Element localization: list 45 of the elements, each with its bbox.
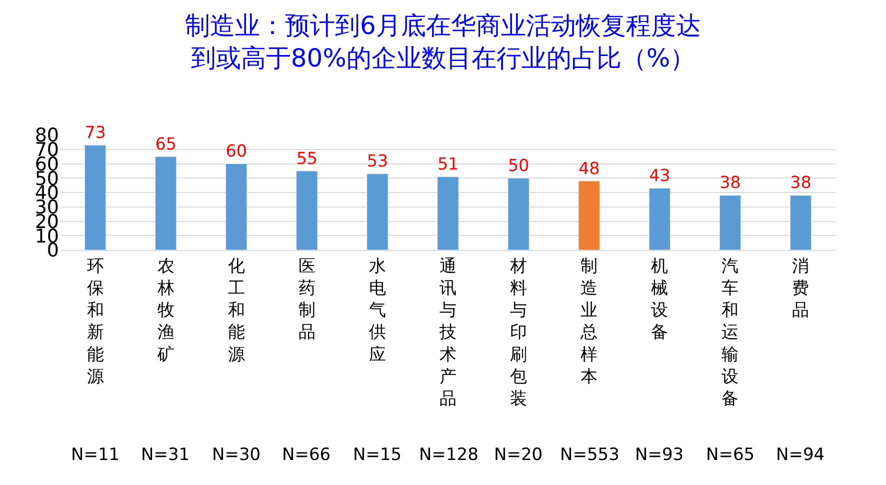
data-label: 51 [437,154,459,174]
text: N=553 [560,445,620,465]
text: N=128 [419,445,478,465]
data-label: 43 [649,166,670,186]
bar [226,164,248,250]
data-label: 48 [578,158,600,178]
data-label: 50 [508,156,530,175]
bar [719,195,742,250]
x-tick-label: 化工和能源 [228,256,245,365]
data-label: 53 [366,152,388,171]
data-label: 55 [296,148,318,168]
bar [437,176,459,250]
data-label: 73 [84,122,106,142]
data-label: 38 [720,173,741,192]
text: N=94 [776,445,825,465]
bar [508,178,530,250]
data-label: 38 [790,173,812,192]
chart-title: 制造业：预计到6月底在华商业活动恢复程度达到或高于80%的企业数目在行业的占比（%） [185,10,701,72]
x-tick-label: 消费品 [792,256,810,321]
bar [84,144,106,250]
x-tick-label: 机械设备 [651,256,668,343]
x-tick-label: 水电气供应 [368,256,386,365]
x-tick-label: 医药制品 [298,256,316,343]
bar [578,180,600,250]
bar [648,188,670,250]
text: N=66 [282,445,331,465]
x-tick-label: 农林牧渔矿 [156,256,174,365]
bar [366,174,388,250]
text: N=11 [71,445,120,465]
text: N=93 [635,445,684,465]
x-tick-label: 环保和新能源 [86,256,104,387]
bar [154,156,177,250]
text: N=31 [141,445,190,465]
x-tick-label: 制造业总样本 [580,256,598,387]
bar [296,170,318,250]
text: N=20 [494,445,543,465]
x-tick-label: 通讯与技术产品 [438,256,456,409]
text: N=30 [212,445,261,465]
text: N=15 [353,445,402,465]
bar [790,195,812,250]
x-tick-label: 材料与印刷包装 [509,256,528,409]
data-label: 60 [226,142,247,161]
x-tick-label: 汽车和运输设备 [722,256,739,409]
data-label: 65 [155,134,176,154]
text: N=65 [706,445,755,465]
